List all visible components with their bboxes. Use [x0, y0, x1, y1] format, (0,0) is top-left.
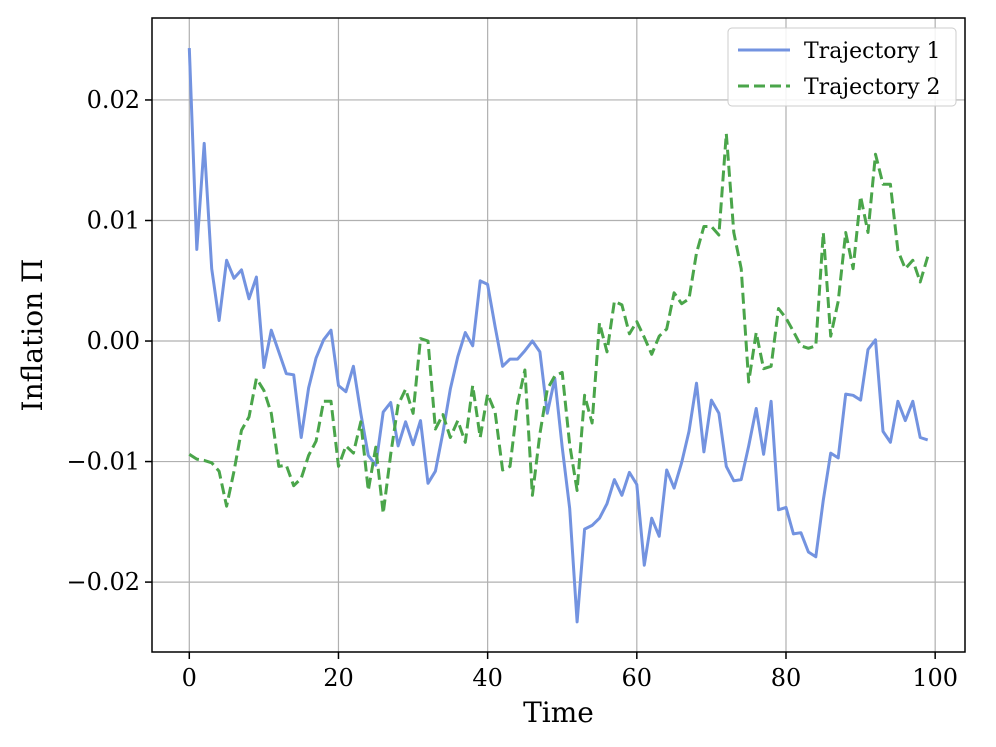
x-tick-label: 80	[771, 664, 802, 692]
legend-box	[727, 27, 957, 107]
grid-lines	[152, 18, 965, 652]
legend-label-trajectory-1: Trajectory 1	[804, 39, 941, 64]
series-line-trajectory-2	[188, 132, 930, 515]
x-tick-label: 60	[622, 664, 653, 692]
x-axis-label: Time	[523, 696, 594, 729]
y-tick-label: 0.00	[87, 327, 140, 355]
y-axis-ticks: −0.02 −0.01 0.00 0.01 0.02	[66, 86, 152, 596]
y-axis-label: Inflation Π	[16, 259, 49, 412]
y-tick-label: −0.01	[66, 448, 140, 476]
legend: Trajectory 1 Trajectory 2	[727, 27, 957, 107]
x-axis-ticks: 0 20 40 60 80 100	[182, 652, 958, 692]
legend-label-trajectory-2: Trajectory 2	[804, 75, 941, 100]
x-tick-label: 40	[472, 664, 503, 692]
x-tick-label: 0	[182, 664, 197, 692]
x-tick-label: 100	[912, 664, 958, 692]
series-line-trajectory-1	[187, 48, 929, 624]
y-tick-label: 0.02	[87, 86, 140, 114]
y-tick-label: −0.02	[66, 568, 140, 596]
x-tick-label: 20	[323, 664, 354, 692]
series-lines	[187, 48, 930, 624]
y-tick-label: 0.01	[87, 206, 140, 234]
plot-frame	[151, 17, 966, 653]
